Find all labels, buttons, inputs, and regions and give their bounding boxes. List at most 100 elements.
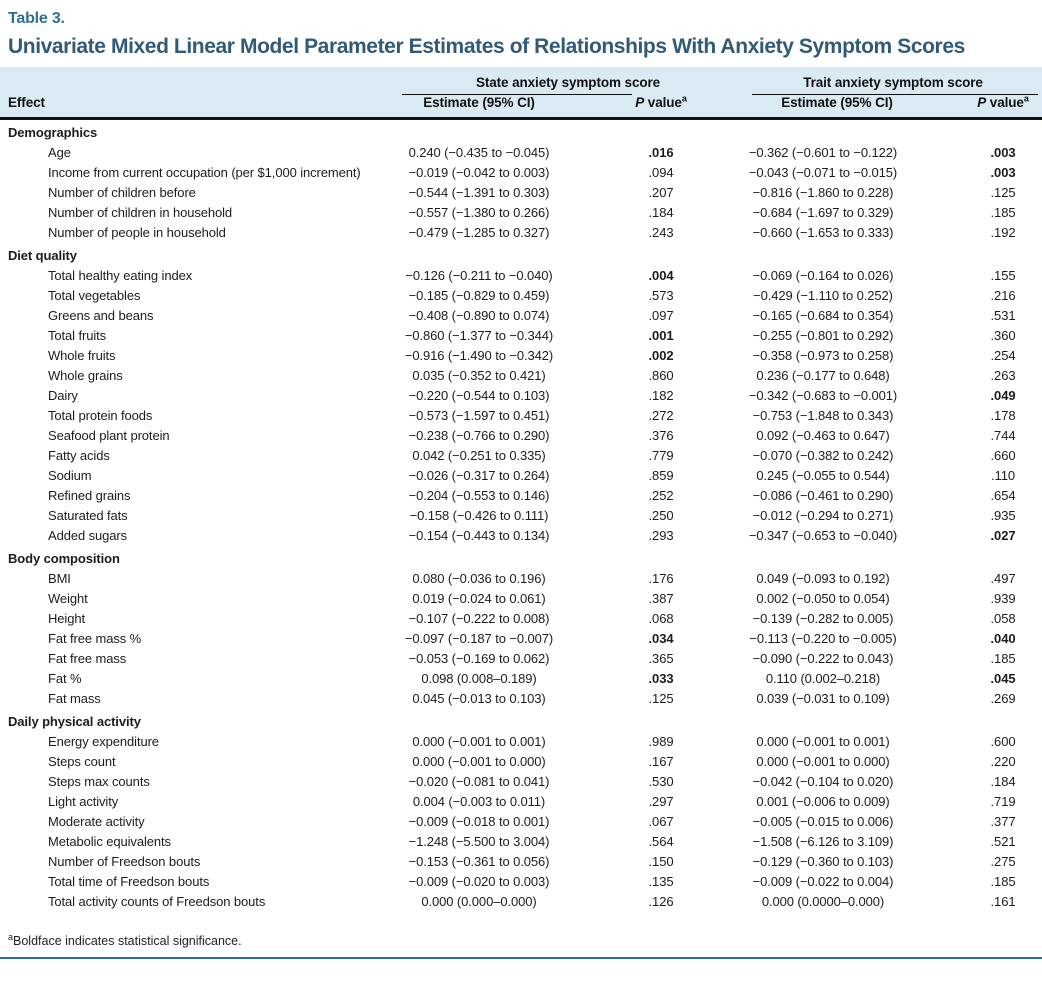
trait-estimate-value: −0.255 (−0.801 to 0.292) — [752, 328, 894, 343]
trait-p-value: .185 — [990, 874, 1016, 889]
trait-estimate-value: −1.508 (−6.126 to 3.109) — [752, 834, 894, 849]
state-p-value: .094 — [648, 165, 674, 180]
state-p-value: .068 — [648, 611, 674, 626]
state-estimate-value: −0.097 (−0.187 to −0.007) — [404, 631, 554, 646]
trait-estimate-value: −0.113 (−0.220 to −0.005) — [749, 631, 897, 646]
state-p-value: .243 — [648, 225, 674, 240]
trait-p-value: .521 — [990, 834, 1016, 849]
table-row: Total fruits −0.860 (−1.377 to −0.344) .… — [0, 326, 1042, 346]
state-estimate-value: −0.153 (−0.361 to 0.056) — [408, 854, 550, 869]
p-value-word: value — [986, 95, 1024, 110]
trait-p-value: .185 — [990, 651, 1016, 666]
effect-label: Total activity counts of Freedson bouts — [48, 894, 266, 909]
p-superscript: a — [1023, 93, 1029, 104]
state-estimate-value: 0.004 (−0.003 to 0.011) — [412, 794, 546, 809]
table-row: Fat free mass −0.053 (−0.169 to 0.062) .… — [0, 649, 1042, 669]
table-row: Whole fruits −0.916 (−1.490 to −0.342) .… — [0, 346, 1042, 366]
effect-label: Fat % — [48, 671, 82, 686]
effect-label: Total protein foods — [48, 408, 153, 423]
trait-p-value: .125 — [990, 185, 1016, 200]
state-p-value: .016 — [648, 145, 674, 160]
trait-p-value: .003 — [990, 145, 1016, 160]
state-p-column-header: P valuea — [566, 94, 744, 120]
table-row: Fat % 0.098 (0.008–0.189) .033 0.110 (0.… — [0, 669, 1042, 689]
trait-estimate-value: −0.005 (−0.015 to 0.006) — [752, 814, 894, 829]
table-footnote: aBoldface indicates statistical signific… — [8, 931, 1034, 948]
state-p-value: .250 — [648, 508, 674, 523]
effect-label: Saturated fats — [48, 508, 128, 523]
state-estimate-value: −0.154 (−0.443 to 0.134) — [408, 528, 550, 543]
trait-p-value: .744 — [990, 428, 1016, 443]
state-estimate-value: −0.408 (−0.890 to 0.074) — [408, 308, 550, 323]
trait-estimate-value: −0.358 (−0.973 to 0.258) — [752, 348, 894, 363]
state-p-value: .365 — [648, 651, 674, 666]
state-p-value: .573 — [648, 288, 674, 303]
trait-estimate-value: 0.000 (−0.001 to 0.000) — [756, 754, 890, 769]
table-row: Dairy −0.220 (−0.544 to 0.103) .182 −0.3… — [0, 386, 1042, 406]
trait-estimate-value: −0.043 (−0.071 to −0.015) — [748, 165, 898, 180]
trait-p-value: .360 — [990, 328, 1016, 343]
trait-estimate-value: 0.092 (−0.463 to 0.647) — [756, 428, 890, 443]
section-row: Diet quality — [0, 243, 1042, 266]
trait-group-rule — [752, 94, 1038, 95]
state-p-value: .167 — [648, 754, 674, 769]
state-estimate-value: 0.042 (−0.251 to 0.335) — [412, 448, 546, 463]
state-estimate-value: 0.000 (−0.001 to 0.001) — [412, 734, 546, 749]
effect-label: Number of children before — [48, 185, 196, 200]
trait-p-value: .719 — [990, 794, 1016, 809]
trait-p-value: .275 — [990, 854, 1016, 869]
state-estimate-value: −0.573 (−1.597 to 0.451) — [408, 408, 550, 423]
trait-estimate-column-header: Estimate (95% CI) — [744, 95, 930, 120]
trait-group-header: Trait anxiety symptom score — [744, 67, 1042, 95]
trait-p-value: .185 — [990, 205, 1016, 220]
trait-p-value: .155 — [990, 268, 1016, 283]
effect-label: Moderate activity — [48, 814, 145, 829]
state-group-header: State anxiety symptom score — [392, 67, 744, 95]
trait-estimate-value: −0.042 (−0.104 to 0.020) — [752, 774, 894, 789]
state-p-value: .530 — [648, 774, 674, 789]
trait-estimate-value: −0.816 (−1.860 to 0.228) — [752, 185, 894, 200]
trait-p-value: .531 — [990, 308, 1016, 323]
trait-estimate-value: 0.001 (−0.006 to 0.009) — [756, 794, 890, 809]
state-estimate-value: −0.185 (−0.829 to 0.459) — [408, 288, 550, 303]
table-row: Light activity 0.004 (−0.003 to 0.011) .… — [0, 792, 1042, 812]
trait-p-value: .269 — [990, 691, 1016, 706]
effect-label: Total fruits — [48, 328, 107, 343]
footnote-superscript: a — [8, 931, 14, 942]
effect-label: Income from current occupation (per $1,0… — [48, 165, 361, 180]
state-p-value: .067 — [648, 814, 674, 829]
table-row: Age 0.240 (−0.435 to −0.045) .016 −0.362… — [0, 143, 1042, 163]
section-row: Daily physical activity — [0, 709, 1042, 732]
effect-label: Whole fruits — [48, 348, 116, 363]
trait-estimate-value: −0.129 (−0.360 to 0.103) — [752, 854, 894, 869]
trait-estimate-value: 0.049 (−0.093 to 0.192) — [756, 571, 890, 586]
state-p-value: .207 — [648, 185, 674, 200]
trait-estimate-value: −0.070 (−0.382 to 0.242) — [752, 448, 894, 463]
trait-p-value: .027 — [990, 528, 1016, 543]
trait-p-value: .660 — [990, 448, 1016, 463]
section-label: Diet quality — [8, 248, 77, 263]
trait-p-value: .045 — [990, 671, 1016, 686]
trait-p-value: .654 — [990, 488, 1016, 503]
state-estimate-value: −0.220 (−0.544 to 0.103) — [408, 388, 550, 403]
state-p-value: .272 — [648, 408, 674, 423]
section-label: Demographics — [8, 125, 98, 140]
trait-p-value: .184 — [990, 774, 1016, 789]
trait-p-value: .040 — [990, 631, 1016, 646]
trait-group-label: Trait anxiety symptom score — [803, 75, 983, 90]
trait-estimate-value: −0.342 (−0.683 to −0.001) — [748, 388, 898, 403]
effect-label: Age — [48, 145, 71, 160]
state-estimate-value: −0.238 (−0.766 to 0.290) — [408, 428, 550, 443]
state-p-value: .859 — [648, 468, 674, 483]
state-estimate-value: −0.544 (−1.391 to 0.303) — [408, 185, 550, 200]
trait-p-column-header: P valuea — [930, 93, 1042, 120]
state-estimate-value: −0.158 (−0.426 to 0.111) — [409, 508, 549, 523]
state-p-value: .779 — [648, 448, 674, 463]
effect-label: Number of children in household — [48, 205, 233, 220]
trait-p-value: .003 — [990, 165, 1016, 180]
trait-estimate-value: 0.110 (0.002–0.218) — [765, 671, 881, 686]
trait-estimate-value: 0.002 (−0.050 to 0.054) — [756, 591, 890, 606]
trait-estimate-value: 0.236 (−0.177 to 0.648) — [756, 368, 890, 383]
section-label: Body composition — [8, 551, 120, 566]
bottom-rule — [0, 957, 1042, 959]
